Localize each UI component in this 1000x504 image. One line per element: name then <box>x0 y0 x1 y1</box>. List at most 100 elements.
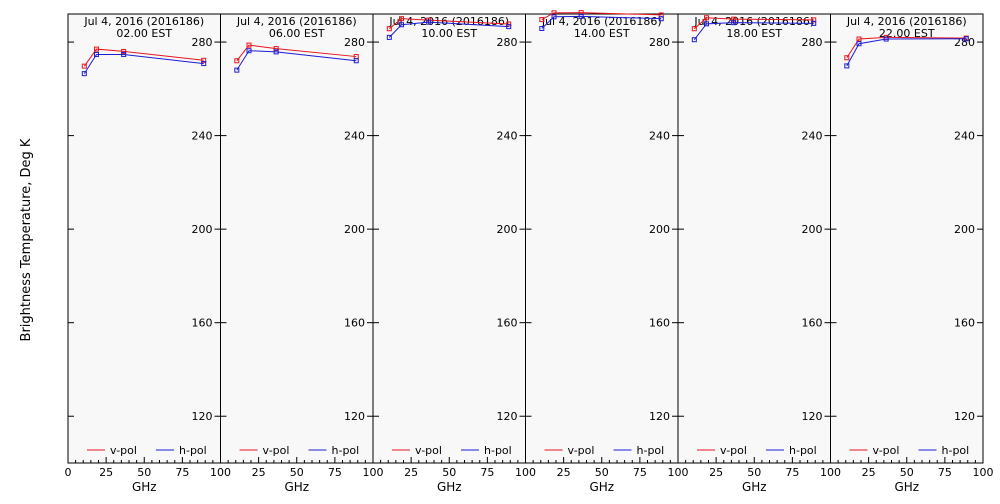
y-tick-label: 240 <box>954 130 975 143</box>
data-point <box>539 25 545 31</box>
x-tick-label: 25 <box>862 466 876 479</box>
x-tick-label: 25 <box>709 466 723 479</box>
panel-6: Jul 4, 2016 (2016186)22.00 EST 120 160 200 2… <box>830 13 994 494</box>
data-point <box>246 42 252 48</box>
plot-area <box>67 13 221 464</box>
x-tick-label: 100 <box>210 466 231 479</box>
legend-label-v-pol: v-pol <box>415 444 442 457</box>
panel-title: Jul 4, 2016 (2016186) <box>236 15 357 28</box>
x-tick-label: 50 <box>290 466 304 479</box>
y-tick-label: 160 <box>192 317 213 330</box>
y-tick-label: 280 <box>497 36 518 49</box>
data-point <box>121 51 127 57</box>
y-tick-label: 120 <box>497 410 518 423</box>
panel-2: Jul 4, 2016 (2016186)06.00 EST 120 160 200 2… <box>220 13 384 494</box>
panel-subtitle: 18.00 EST <box>726 27 782 40</box>
y-tick-label: 200 <box>497 223 518 236</box>
y-tick-label: 160 <box>954 317 975 330</box>
x-tick-label: 100 <box>515 466 536 479</box>
series-line-v-pol <box>541 12 662 21</box>
data-point <box>811 20 817 26</box>
x-tick-label: 100 <box>668 466 689 479</box>
data-point <box>386 26 392 32</box>
data-point <box>844 55 850 61</box>
x-tick-label: 50 <box>137 466 151 479</box>
y-tick-label: 200 <box>649 223 670 236</box>
data-point <box>201 57 207 63</box>
data-point <box>234 58 240 64</box>
x-tick-label: 25 <box>404 466 418 479</box>
y-tick-label: 240 <box>497 130 518 143</box>
plot-area <box>220 13 374 464</box>
y-tick-label: 240 <box>649 130 670 143</box>
data-point <box>94 46 100 52</box>
x-tick-label: 75 <box>938 466 952 479</box>
legend-label-h-pol: h-pol <box>484 444 512 457</box>
panel-4: Jul 4, 2016 (2016186)14.00 EST1201602002… <box>525 10 689 494</box>
series-line-h-pol <box>846 38 967 67</box>
panel-subtitle: 14.00 EST <box>574 27 630 40</box>
x-tick-label: 25 <box>99 466 113 479</box>
y-tick-label: 160 <box>649 317 670 330</box>
series-line-h-pol <box>693 22 814 41</box>
series-line-h-pol <box>388 21 509 38</box>
panels: Jul 4, 2016 (2016186)02.00 EST1201602002… <box>65 10 994 494</box>
plot-area <box>525 13 679 464</box>
series-line-h-pol <box>236 50 357 71</box>
legend-label-v-pol: v-pol <box>263 444 290 457</box>
x-tick-label: 100 <box>820 466 841 479</box>
panel-subtitle: 10.00 EST <box>421 27 477 40</box>
legend-label-h-pol: h-pol <box>789 444 817 457</box>
series-line-h-pol <box>541 15 662 29</box>
data-point <box>81 71 87 77</box>
data-point <box>246 48 252 54</box>
legend-label-h-pol: h-pol <box>332 444 360 457</box>
panel-subtitle: 22.00 EST <box>879 27 935 40</box>
x-tick-label: 100 <box>973 466 994 479</box>
data-point <box>704 15 710 21</box>
data-point <box>201 61 207 67</box>
data-point <box>691 26 697 32</box>
plot-area <box>677 13 831 464</box>
y-tick-label: 160 <box>802 317 823 330</box>
panel-subtitle: 06.00 EST <box>269 27 325 40</box>
data-point <box>691 37 697 43</box>
y-tick-label: 280 <box>802 36 823 49</box>
data-point <box>426 19 432 25</box>
legend-label-v-pol: v-pol <box>110 444 137 457</box>
x-axis-label: GHz <box>589 480 614 494</box>
x-tick-label: 75 <box>175 466 189 479</box>
panel-title: Jul 4, 2016 (2016186) <box>846 15 967 28</box>
y-tick-label: 160 <box>497 317 518 330</box>
panel-3: Jul 4, 2016 (2016186)10.00 EST1201602002… <box>372 13 536 494</box>
x-tick-label: 0 <box>65 466 72 479</box>
y-tick-label: 120 <box>344 410 365 423</box>
y-tick-label: 160 <box>344 317 365 330</box>
y-tick-label: 120 <box>649 410 670 423</box>
data-point <box>704 21 710 27</box>
legend-label-v-pol: v-pol <box>568 444 595 457</box>
panel-1: Jul 4, 2016 (2016186)02.00 EST 120 160 200 2… <box>65 13 231 494</box>
data-point <box>578 13 584 19</box>
data-point <box>273 46 279 52</box>
x-tick-label: 100 <box>363 466 384 479</box>
series-line-v-pol <box>846 36 967 59</box>
y-tick-label: 120 <box>192 410 213 423</box>
y-tick-label: 280 <box>192 36 213 49</box>
data-point <box>856 41 862 47</box>
panel-subtitle: 02.00 EST <box>116 27 172 40</box>
series-line-v-pol <box>83 48 204 67</box>
y-tick-label: 280 <box>344 36 365 49</box>
legend-label-h-pol: h-pol <box>637 444 665 457</box>
panel-5: Jul 4, 2016 (2016186)18.00 EST1201602002… <box>677 13 841 494</box>
panel-title: Jul 4, 2016 (2016186) <box>83 15 204 28</box>
x-tick-label: 50 <box>900 466 914 479</box>
y-tick-label: 120 <box>954 410 975 423</box>
plot-area <box>830 13 984 464</box>
data-point <box>963 36 969 42</box>
data-point <box>658 16 664 22</box>
x-tick-label: 50 <box>595 466 609 479</box>
legend-label-v-pol: v-pol <box>873 444 900 457</box>
